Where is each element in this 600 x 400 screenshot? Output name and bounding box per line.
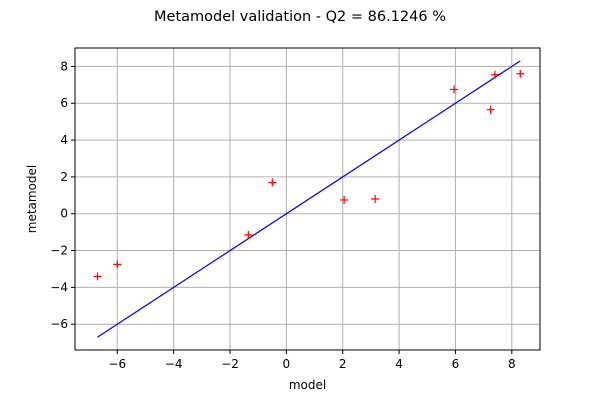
x-tick-label: −6 — [108, 357, 126, 371]
x-tick-label: 2 — [339, 357, 347, 371]
y-axis-label: metamodel — [25, 165, 39, 234]
data-point — [450, 85, 459, 94]
x-tick-label: 4 — [395, 357, 403, 371]
y-tick-label: 0 — [60, 207, 68, 221]
y-tick-label: 4 — [60, 133, 68, 147]
grid — [75, 48, 540, 350]
data-point — [113, 260, 122, 269]
data-point — [371, 195, 380, 203]
data-point — [516, 69, 525, 78]
data-point — [268, 178, 277, 187]
x-tick-label: 8 — [508, 357, 516, 371]
data-point — [93, 272, 102, 281]
x-tick-label: −4 — [165, 357, 183, 371]
data-point — [244, 230, 253, 239]
data-point — [486, 105, 495, 114]
data-point — [340, 195, 349, 204]
x-tick-label: 0 — [283, 357, 291, 371]
y-axis: −6 −4 −2 0 2 4 6 8 — [50, 59, 75, 331]
fit-line — [97, 60, 521, 338]
data-point — [490, 70, 499, 79]
series-layer — [93, 60, 525, 338]
y-tick-label: 8 — [60, 59, 68, 73]
y-tick-label: −2 — [50, 244, 68, 258]
x-axis: −6 −4 −2 0 2 4 6 8 — [108, 350, 516, 371]
y-tick-label: 6 — [60, 96, 68, 110]
plot-frame — [74, 47, 541, 351]
x-tick-label: −2 — [221, 357, 239, 371]
y-tick-label: −6 — [50, 317, 68, 331]
x-axis-label: model — [289, 378, 326, 392]
chart-title: Metamodel validation - Q2 = 86.1246 % — [154, 9, 446, 25]
x-tick-label: 6 — [452, 357, 460, 371]
y-tick-label: 2 — [60, 170, 68, 184]
y-tick-label: −4 — [50, 280, 68, 294]
